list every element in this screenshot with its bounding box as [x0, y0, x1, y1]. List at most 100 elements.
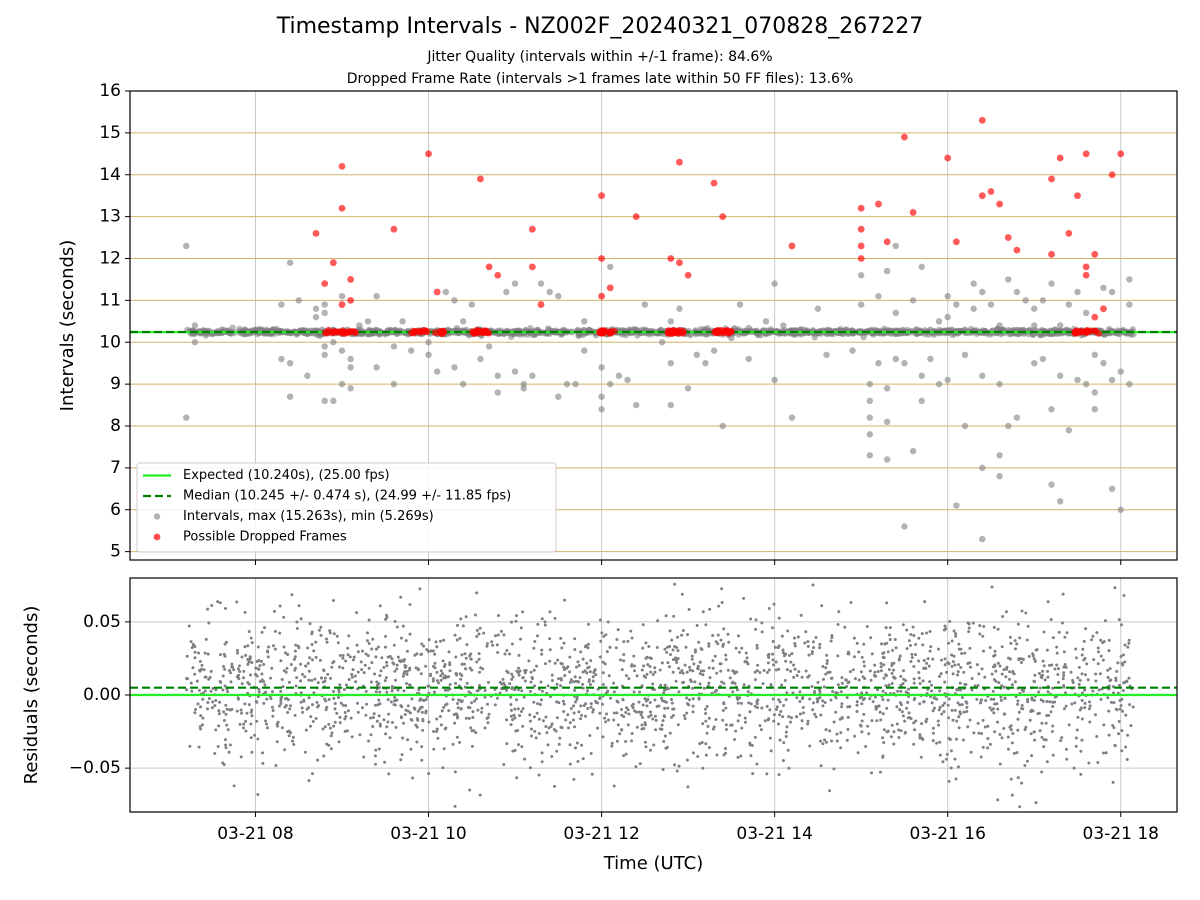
residual-point [540, 648, 544, 652]
residual-point [754, 618, 758, 622]
residual-point [448, 669, 452, 673]
residual-point [931, 731, 935, 735]
residual-point [292, 743, 296, 747]
residual-point [456, 716, 460, 720]
residual-point [861, 675, 865, 679]
residual-point [1112, 691, 1116, 695]
residual-point [418, 707, 422, 711]
residual-point [1077, 682, 1081, 686]
residual-point [310, 772, 314, 776]
residual-point [1002, 726, 1006, 730]
residual-point [671, 707, 675, 711]
interval-point [702, 359, 709, 367]
residual-point [957, 688, 961, 692]
residual-point [563, 598, 567, 602]
residual-point [431, 677, 435, 681]
residual-point [236, 696, 240, 700]
residual-point [333, 707, 337, 711]
residual-point [1026, 697, 1030, 701]
residual-point [603, 716, 607, 720]
residual-point [1117, 683, 1121, 687]
residual-point [201, 723, 205, 727]
residual-point [260, 678, 264, 682]
interval-point [1048, 406, 1055, 413]
interval-point [719, 422, 726, 430]
residual-point [749, 754, 753, 758]
residual-point [1091, 634, 1095, 638]
residual-point [620, 668, 624, 672]
dropped-frame-point [883, 238, 891, 246]
dropped-frame-point [1091, 327, 1099, 335]
residual-points [185, 582, 1135, 809]
residual-point [418, 587, 422, 591]
dropped-frame-point [1056, 154, 1064, 162]
residual-point [604, 720, 608, 724]
residual-point [884, 626, 888, 630]
residual-point [332, 690, 336, 694]
interval-point [1126, 380, 1133, 388]
residual-point [1104, 751, 1108, 755]
residual-point [1123, 643, 1127, 647]
interval-point [780, 322, 787, 329]
residual-point [390, 686, 394, 690]
residual-point [469, 726, 473, 730]
residual-point [983, 725, 987, 729]
dropped-frame-point [485, 329, 493, 337]
interval-point [883, 418, 891, 426]
residual-point [972, 731, 976, 735]
residual-point [540, 652, 544, 656]
residual-point [776, 646, 780, 650]
residual-point [224, 712, 228, 716]
residual-point [502, 633, 506, 637]
residual-point [1121, 688, 1125, 692]
residual-point [785, 725, 789, 729]
residual-point [663, 647, 667, 651]
residual-point [862, 642, 866, 646]
residual-point [699, 646, 703, 650]
residual-point [353, 674, 357, 678]
residual-point [714, 718, 718, 722]
residual-point [1032, 656, 1036, 660]
residual-point [296, 644, 300, 648]
residual-point [1062, 707, 1066, 711]
residual-point [1083, 688, 1087, 692]
residual-point [612, 784, 616, 788]
residual-point [328, 726, 332, 730]
residual-point [502, 763, 506, 767]
residual-point [355, 643, 359, 647]
interval-point [581, 347, 588, 354]
residual-point [739, 754, 743, 758]
residual-point [377, 714, 381, 718]
residual-point [435, 727, 439, 731]
residual-point [232, 784, 236, 788]
residual-point [959, 647, 963, 651]
residual-point [572, 777, 576, 781]
residual-point [612, 690, 616, 694]
residual-point [909, 633, 913, 637]
residual-point [379, 669, 383, 673]
residual-point [1008, 670, 1012, 674]
residual-point [543, 623, 547, 627]
y-tick-label: 15 [99, 123, 121, 143]
residual-point [1013, 680, 1017, 684]
residual-point [899, 689, 903, 693]
residual-point [594, 699, 598, 703]
residual-point [952, 654, 956, 658]
residual-point [211, 687, 215, 691]
residual-point [988, 706, 992, 710]
residual-point [392, 703, 396, 707]
residual-point [537, 773, 541, 777]
residual-point [1114, 679, 1118, 683]
residual-point [715, 671, 719, 675]
residual-point [673, 763, 677, 767]
residual-point [772, 719, 776, 723]
residual-point [1056, 672, 1060, 676]
dropped-frame-point [418, 328, 425, 336]
residual-point [742, 683, 746, 687]
residual-point [708, 676, 712, 680]
residual-point [569, 678, 573, 682]
residual-point [686, 633, 690, 637]
residual-point [553, 616, 557, 620]
residual-point [408, 668, 412, 672]
residual-point [758, 724, 762, 728]
